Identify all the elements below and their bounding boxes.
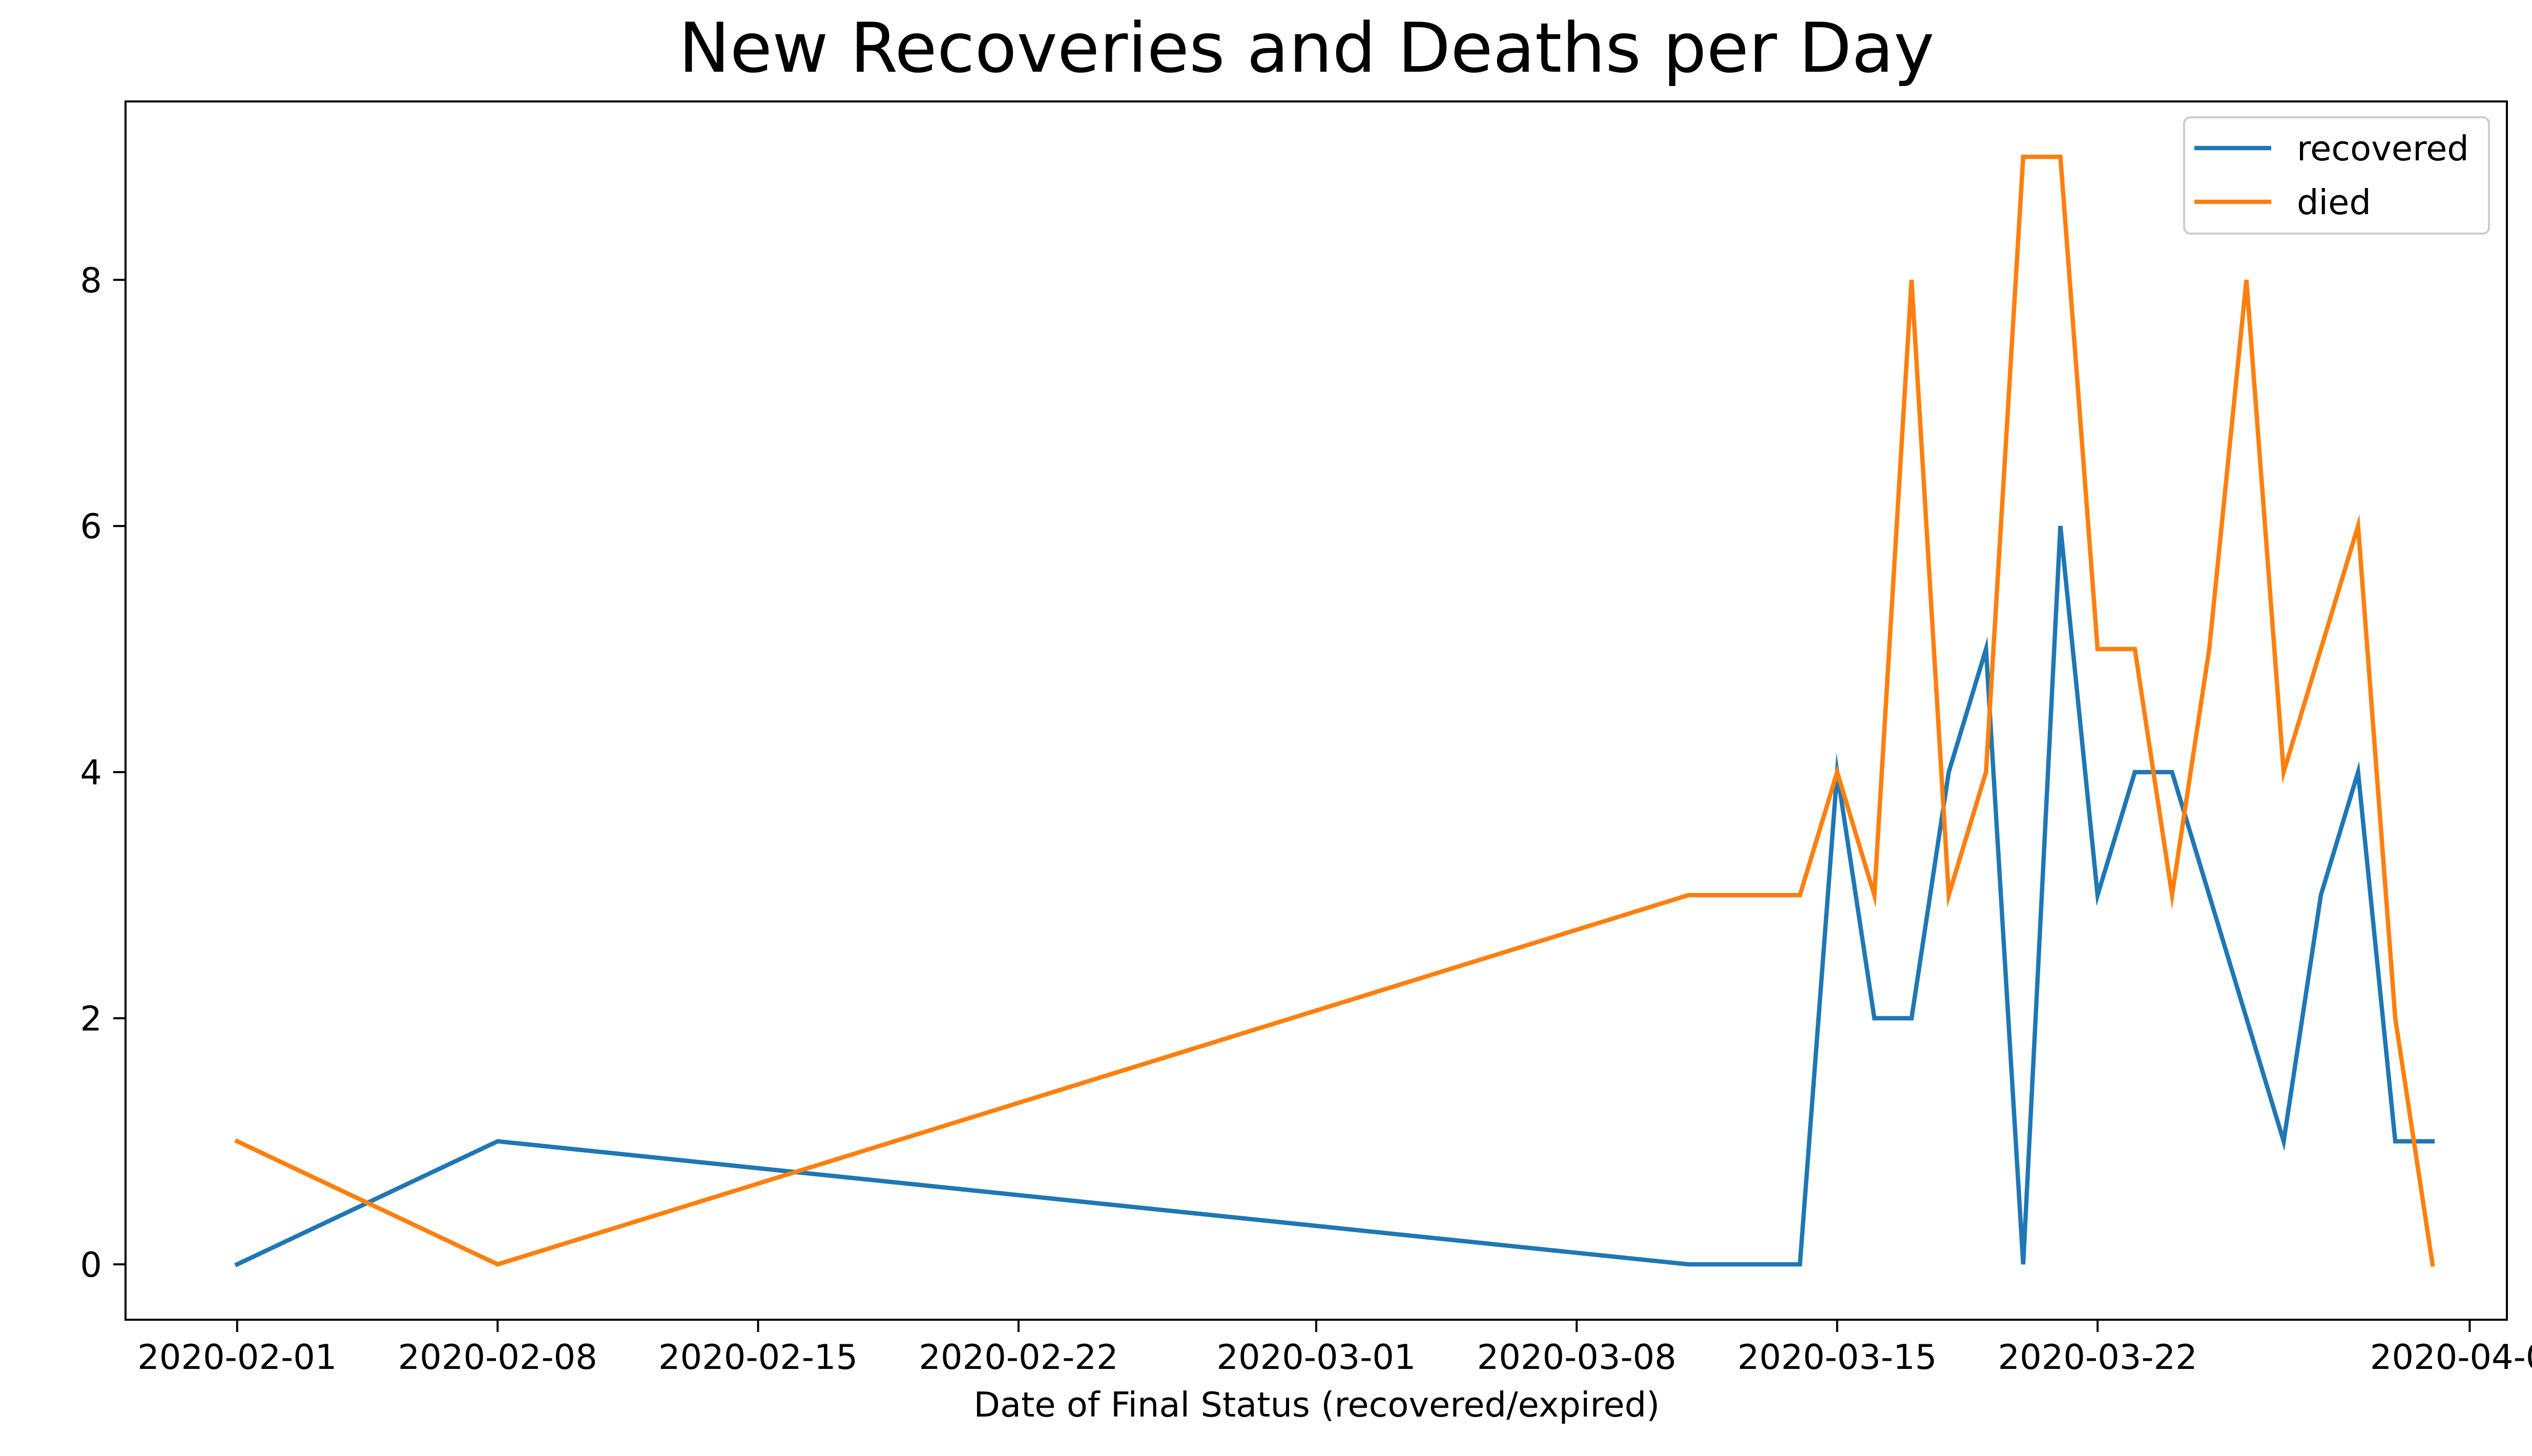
x-tick-label: 2020-03-08 <box>1477 1337 1676 1377</box>
x-tick-label: 2020-03-22 <box>1998 1337 2197 1377</box>
y-tick-label: 6 <box>80 507 102 547</box>
x-axis-label: Date of Final Status (recovered/expired) <box>973 1385 1659 1425</box>
x-tick-label: 2020-02-15 <box>658 1337 858 1377</box>
x-tick-label: 2020-03-01 <box>1216 1337 1416 1377</box>
chart-title: New Recoveries and Deaths per Day <box>678 8 1934 88</box>
legend: recovered died <box>2183 116 2490 235</box>
legend-label-died: died <box>2297 182 2371 222</box>
series-line-recovered <box>234 526 2435 1267</box>
x-axis: 2020-02-01 2020-02-08 2020-02-15 2020-02-22… <box>137 1320 2532 1377</box>
x-tick-label: 2020-04-01 <box>2370 1337 2532 1377</box>
y-tick-label: 8 <box>80 260 102 300</box>
x-tick-label: 2020-02-22 <box>919 1337 1118 1377</box>
x-tick-label: 2020-02-01 <box>137 1337 337 1377</box>
y-axis: 0 2 4 6 8 <box>80 260 126 1285</box>
y-tick-label: 2 <box>80 999 102 1039</box>
y-tick-label: 4 <box>80 753 102 793</box>
legend-label-recovered: recovered <box>2297 129 2469 169</box>
x-tick-label: 2020-03-15 <box>1737 1337 1937 1377</box>
series-line-died <box>234 154 2435 1267</box>
x-tick-label: 2020-02-08 <box>398 1337 597 1377</box>
y-tick-label: 0 <box>80 1245 102 1285</box>
